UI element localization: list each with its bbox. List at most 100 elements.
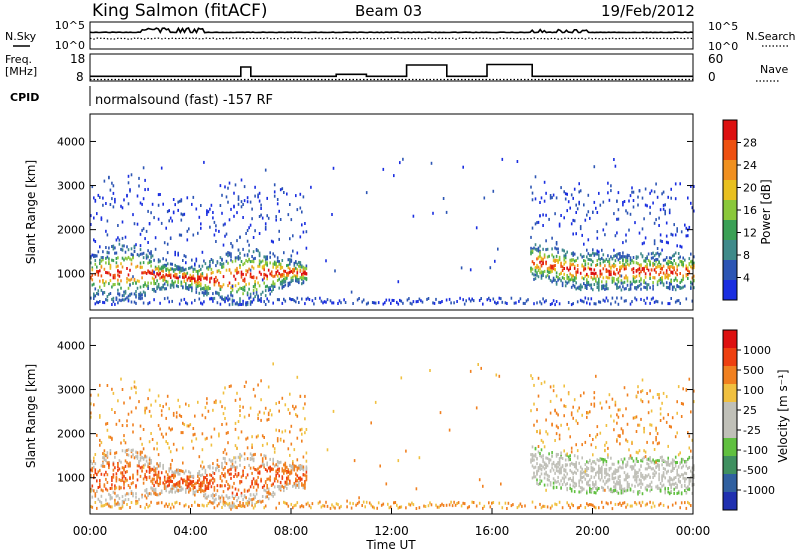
data-cell [567,268,570,272]
data-cell [182,268,184,272]
data-cell [142,261,145,265]
data-cell [643,285,645,289]
data-cell [555,424,558,428]
data-cell [174,273,176,276]
data-cell [275,475,277,479]
data-cell [310,185,312,189]
data-cell [127,294,130,298]
data-cell [664,491,666,495]
data-cell [207,494,210,498]
data-cell [634,478,636,482]
data-cell [242,203,244,206]
data-cell [169,216,172,220]
data-cell [652,395,654,399]
data-cell [212,492,214,496]
data-cell [252,266,255,270]
data-cell [631,483,633,487]
data-cell [543,483,546,487]
data-cell [539,267,541,271]
data-cell [412,214,415,218]
data-cell [564,192,567,196]
data-cell [289,203,291,206]
data-cell [693,264,695,268]
data-cell [448,428,451,432]
data-cell [147,465,149,469]
data-cell [655,266,657,269]
data-cell [266,486,268,490]
data-cell [133,249,136,253]
data-cell [620,266,623,270]
data-cell [623,478,626,482]
data-cell [96,265,98,269]
data-cell [598,475,600,479]
data-cell [626,439,629,443]
data-cell [557,461,559,464]
data-cell [302,483,305,487]
data-cell [174,280,176,284]
data-cell [108,466,110,470]
data-cell [284,480,287,484]
data-cell [659,419,662,422]
data-cell [200,464,202,468]
data-cell [185,255,187,259]
data-cell [228,505,231,509]
noise-left-label: N.Sky [5,30,37,43]
data-cell [632,267,635,271]
data-cell [573,276,576,280]
data-cell [231,491,234,495]
data-cell [177,280,179,284]
data-cell [677,263,680,267]
data-cell [153,270,155,274]
data-cell [619,485,621,489]
data-cell [304,484,306,488]
data-cell [139,297,142,301]
data-cell [546,267,549,271]
data-cell [626,460,629,464]
data-cell [673,266,675,270]
data-cell [460,266,463,270]
data-cell [439,504,442,508]
data-cell [278,237,280,241]
data-cell [685,491,688,495]
data-cell [340,301,342,305]
data-cell [188,505,190,509]
data-cell [186,238,189,242]
data-cell [124,498,127,502]
data-cell [552,481,555,485]
data-cell [252,257,255,261]
data-cell [537,220,540,224]
data-cell [590,263,593,267]
data-cell [635,394,638,398]
data-cell [284,269,287,273]
data-cell [222,243,225,247]
data-cell [590,275,593,279]
data-cell [558,500,561,504]
data-cell [213,500,216,504]
data-cell [296,414,299,418]
data-cell [216,466,219,470]
data-cell [97,273,100,277]
data-cell [438,300,440,304]
data-cell [432,301,434,305]
data-cell [592,481,594,485]
data-cell [258,298,261,302]
data-cell [165,263,167,267]
data-cell [160,413,163,417]
data-cell [207,409,210,413]
data-cell [142,447,145,451]
data-cell [676,284,678,288]
data-cell [279,282,282,286]
data-cell [260,203,262,207]
data-cell [203,481,205,485]
data-cell [299,477,302,481]
data-cell [551,504,553,508]
data-cell [171,458,173,462]
data-cell [258,254,261,258]
data-cell [604,299,606,303]
data-cell [191,504,193,507]
data-cell [658,216,660,220]
data-cell [646,440,648,444]
data-cell [130,258,133,262]
data-cell [548,452,550,456]
data-cell [200,226,202,230]
